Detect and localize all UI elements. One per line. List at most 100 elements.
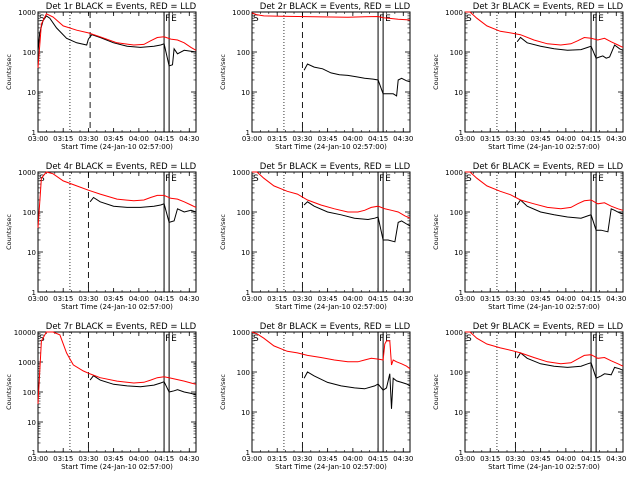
region-label-e: E — [598, 14, 604, 24]
x-tick-label: 03:30 — [292, 295, 312, 303]
detector-panel-4: Det 4r BLACK = Events, RED = LLD Counts/s… — [5, 162, 199, 311]
y-axis-label: Counts/sec — [219, 374, 227, 410]
x-tick-label: 03:30 — [78, 135, 98, 143]
detector-panel-8: Det 8r BLACK = Events, RED = LLD Counts/s… — [219, 322, 413, 471]
region-label-e: E — [171, 14, 177, 24]
panel-title: Det 7r BLACK = Events, RED = LLD — [46, 322, 197, 332]
x-tick-label: 04:00 — [556, 295, 576, 303]
events-series-line — [37, 15, 197, 67]
region-label-f: F — [165, 334, 170, 344]
plot-frame — [464, 331, 624, 453]
x-tick-label: 04:30 — [606, 295, 626, 303]
y-tick-label: 10 — [241, 409, 250, 417]
events-series-line — [303, 371, 411, 409]
x-tick-label: 03:15 — [480, 295, 500, 303]
detector-panel-3: Det 3r BLACK = Events, RED = LLD Counts/s… — [432, 2, 626, 151]
y-axis-label: Counts/sec — [432, 374, 440, 410]
region-label-e: E — [385, 174, 391, 184]
lld-series-line — [37, 331, 197, 404]
y-tick-label: 1000 — [18, 359, 36, 367]
y-axis-label: Counts/sec — [219, 54, 227, 90]
region-label-s: S — [253, 14, 259, 24]
x-tick-label: 04:00 — [343, 135, 363, 143]
y-tick-label: 1 — [459, 449, 463, 457]
x-tick-label: 03:45 — [531, 135, 551, 143]
x-axis-label: Start Time (24-Jan-10 02:57:00) — [488, 143, 600, 151]
plot-frame — [37, 11, 197, 133]
y-tick-label: 1000 — [232, 329, 250, 337]
lld-series-line — [37, 171, 197, 228]
y-tick-label: 10 — [454, 409, 463, 417]
events-series-line — [303, 63, 411, 97]
y-tick-label: 100 — [237, 49, 250, 57]
x-tick-label: 03:45 — [531, 295, 551, 303]
x-tick-label: 03:30 — [78, 455, 98, 463]
x-tick-label: 04:15 — [581, 455, 601, 463]
x-tick-label: 03:00 — [455, 455, 475, 463]
x-tick-label: 04:30 — [179, 455, 199, 463]
region-label-e: E — [598, 334, 604, 344]
region-label-s: S — [466, 334, 472, 344]
x-axis-label: Start Time (24-Jan-10 02:57:00) — [61, 463, 173, 471]
region-label-s: S — [466, 14, 472, 24]
y-tick-label: 1000 — [18, 9, 36, 17]
detector-panel-7: Det 7r BLACK = Events, RED = LLD Counts/s… — [5, 322, 199, 471]
x-tick-label: 04:00 — [129, 135, 149, 143]
events-series-line — [516, 36, 624, 59]
x-tick-label: 03:30 — [505, 295, 525, 303]
x-tick-label: 04:15 — [154, 135, 174, 143]
x-tick-label: 04:15 — [154, 455, 174, 463]
y-tick-label: 10 — [454, 249, 463, 257]
panel-title: Det 2r BLACK = Events, RED = LLD — [260, 2, 411, 12]
x-tick-label: 03:15 — [53, 455, 73, 463]
y-tick-label: 1 — [246, 289, 250, 297]
region-label-f: F — [379, 174, 384, 184]
region-label-s: S — [253, 334, 259, 344]
panel-title: Det 4r BLACK = Events, RED = LLD — [46, 162, 197, 172]
detector-panel-9: Det 9r BLACK = Events, RED = LLD Counts/s… — [432, 322, 626, 471]
x-tick-label: 03:00 — [242, 455, 262, 463]
x-tick-label: 03:45 — [104, 455, 124, 463]
x-tick-label: 03:30 — [292, 455, 312, 463]
x-tick-label: 04:30 — [606, 455, 626, 463]
lld-series-line — [465, 171, 624, 211]
y-tick-label: 1000 — [445, 169, 463, 177]
y-tick-label: 1000 — [232, 9, 250, 17]
region-label-f: F — [592, 334, 597, 344]
y-axis-label: Counts/sec — [432, 214, 440, 250]
x-tick-label: 04:15 — [368, 455, 388, 463]
x-axis-label: Start Time (24-Jan-10 02:57:00) — [61, 303, 173, 311]
x-tick-label: 03:15 — [267, 455, 287, 463]
y-tick-label: 100 — [450, 369, 463, 377]
x-axis-label: Start Time (24-Jan-10 02:57:00) — [61, 143, 173, 151]
plot-frame — [37, 331, 197, 453]
events-series-line — [89, 375, 197, 396]
x-axis-label: Start Time (24-Jan-10 02:57:00) — [275, 143, 387, 151]
plot-frame — [251, 11, 411, 133]
region-label-e: E — [598, 174, 604, 184]
detector-panel-5: Det 5r BLACK = Events, RED = LLD Counts/s… — [219, 162, 413, 311]
region-label-s: S — [39, 174, 45, 184]
y-tick-label: 1000 — [232, 169, 250, 177]
region-label-f: F — [165, 174, 170, 184]
x-tick-label: 03:45 — [318, 455, 338, 463]
region-label-s: S — [39, 14, 45, 24]
lld-series-line — [465, 11, 624, 48]
region-label-f: F — [592, 174, 597, 184]
region-label-e: E — [385, 14, 391, 24]
y-tick-label: 10 — [27, 249, 36, 257]
region-label-f: F — [165, 14, 170, 24]
x-tick-label: 03:45 — [531, 455, 551, 463]
plot-frame — [464, 171, 624, 293]
x-tick-label: 04:00 — [343, 455, 363, 463]
events-series-line — [516, 352, 624, 379]
region-label-f: F — [379, 334, 384, 344]
x-tick-label: 04:15 — [581, 295, 601, 303]
x-tick-label: 04:00 — [556, 135, 576, 143]
y-tick-label: 100 — [23, 389, 36, 397]
x-tick-label: 04:30 — [393, 135, 413, 143]
x-tick-label: 04:00 — [556, 455, 576, 463]
x-tick-label: 03:45 — [318, 135, 338, 143]
y-tick-label: 1 — [246, 129, 250, 137]
panel-title: Det 8r BLACK = Events, RED = LLD — [260, 322, 411, 332]
